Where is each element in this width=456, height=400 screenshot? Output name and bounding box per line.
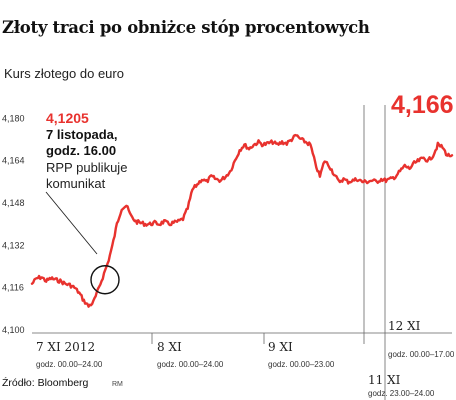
day-label: 9 XI [268,340,293,354]
day-hours-label: godz. 00.00–24.00 [157,360,224,369]
day-label: 11 XI [368,373,401,387]
annotation-circle [90,265,120,295]
x-axis: 7 XI 2012 godz. 00.00–24.00 8 XI godz. 00.0… [32,105,455,400]
annotation-value: 4,1205 [46,110,89,126]
annotation-leader [45,191,98,255]
day-hours-label: godz. 00.00–24.00 [36,360,103,369]
y-axis: 4,180 4,164 4,148 4,132 4,116 4,100 [2,113,25,335]
day-hours-label: godz. 00.00–17.00 [388,350,455,359]
day-label: 12 XI [388,319,421,333]
y-tick-label: 4,132 [2,240,25,250]
y-tick-label: 4,148 [2,198,25,208]
series-line [30,133,454,308]
chart-subtitle: Kurs złotego do euro [4,66,124,81]
day-hours-label: godz. 00.00–23.00 [268,360,335,369]
last-value-label: 4,166 [391,91,454,119]
y-tick-label: 4,100 [2,325,25,335]
annotation-event: komunikat [46,176,106,191]
annotation-time: godz. 16.00 [46,143,116,158]
author-credit: RM [112,381,123,388]
y-tick-label: 4,116 [2,283,24,293]
y-tick-label: 4,180 [2,113,25,123]
day-hours-label: godz. 23.00–24.00 [368,389,435,398]
annotation-event: RPP publikuje [46,160,127,175]
day-label: 7 XI 2012 [36,340,95,354]
source-note: Źródło: Bloomberg [2,377,89,389]
chart-title: Złoty traci po obniżce stóp procentowych [2,18,370,37]
annotation-date: 7 listopada, [46,127,118,142]
day-label: 8 XI [157,340,182,354]
plot-area [30,133,454,308]
y-tick-label: 4,164 [2,156,25,166]
